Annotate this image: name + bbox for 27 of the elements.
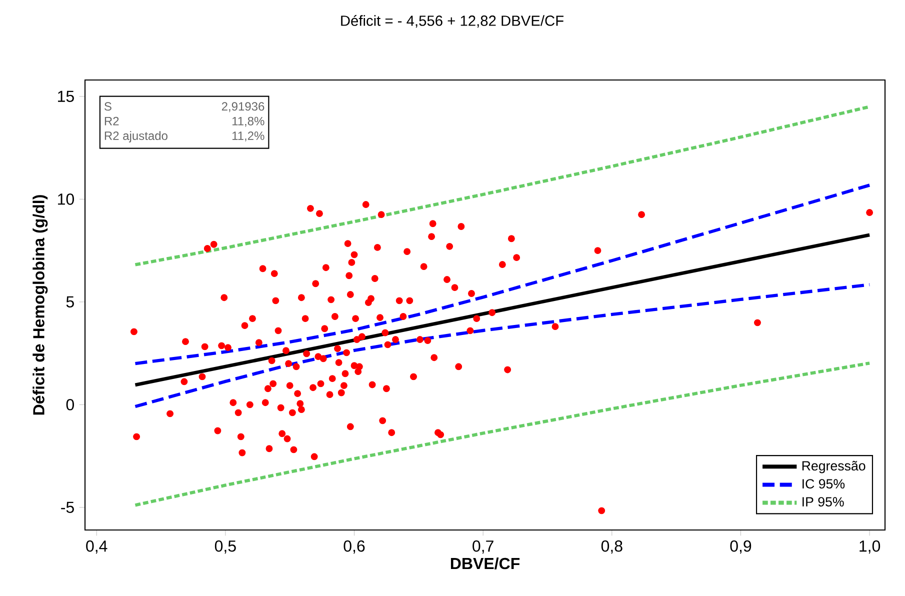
x-axis-title: DBVE/CF [450, 557, 520, 570]
annotation: S [104, 102, 112, 111]
annotation: 11,2% [232, 131, 264, 142]
legend-label: IP 95% [802, 497, 844, 507]
y-tick-label: 5 [66, 296, 74, 308]
y-axis-title: Déficit de Hemoglobina (g/dl) [32, 195, 48, 415]
legend-label: IC 95% [802, 479, 845, 489]
annotation: 2,91936 [222, 102, 264, 112]
x-tick-label: 0,5 [214, 540, 236, 554]
x-tick-label: 0,9 [730, 540, 752, 554]
chart-title: Déficit = - 4,556 + 12,82 DBVE/CF [341, 14, 564, 28]
annotation: 11,8% [232, 116, 264, 127]
x-tick-label: 1,0 [860, 540, 880, 554]
y-tick-label: -5 [61, 502, 74, 513]
line-series [134, 184, 872, 366]
legend-label: Regressão [802, 460, 866, 474]
x-tick-label: 0,7 [472, 540, 494, 554]
line-series [134, 362, 872, 507]
line-series [134, 283, 872, 408]
y-tick-label: 0 [66, 399, 74, 410]
y-tick-label: 10 [58, 194, 74, 205]
y-tick-label: 15 [58, 90, 74, 102]
x-tick-label: 0,4 [86, 540, 108, 554]
annotation: R2 [104, 116, 119, 126]
annotation: R2 ajustado [104, 131, 168, 142]
x-tick-label: 0,8 [601, 540, 622, 554]
x-tick-label: 0,6 [344, 540, 365, 554]
